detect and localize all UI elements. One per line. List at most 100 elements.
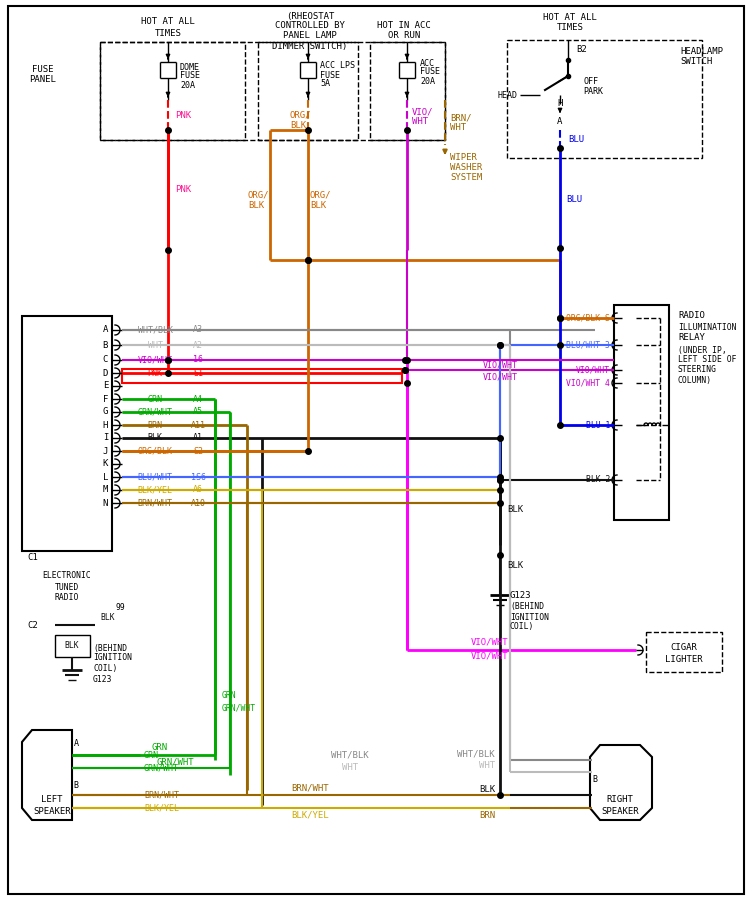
Bar: [614, 305, 669, 520]
Text: GRN/WHT: GRN/WHT: [144, 763, 179, 772]
Text: LEFT: LEFT: [41, 796, 62, 805]
Text: BLK/YEL: BLK/YEL: [291, 811, 329, 820]
Text: GRN: GRN: [144, 751, 159, 760]
Text: 20A: 20A: [180, 80, 195, 89]
Text: 99: 99: [115, 604, 125, 613]
Text: VIO/WHT: VIO/WHT: [138, 356, 172, 364]
Text: G123: G123: [93, 676, 113, 685]
Text: G: G: [102, 408, 108, 417]
Bar: [646, 632, 722, 672]
Text: A2: A2: [193, 340, 203, 349]
Text: HOT IN ACC: HOT IN ACC: [377, 22, 431, 31]
Text: IGNITION: IGNITION: [510, 613, 549, 622]
Text: B: B: [102, 340, 108, 349]
Text: G123: G123: [510, 590, 532, 599]
Text: 20A: 20A: [420, 76, 435, 86]
Text: BLU/WHT: BLU/WHT: [138, 472, 172, 482]
Text: BLU/WHT 3: BLU/WHT 3: [566, 340, 610, 349]
Text: FUSE: FUSE: [32, 66, 53, 75]
Text: ORG/BLK S: ORG/BLK S: [566, 313, 610, 322]
Text: A5: A5: [193, 408, 203, 417]
Text: 16: 16: [193, 356, 203, 364]
Text: VIO/: VIO/: [412, 107, 433, 116]
Text: COIL): COIL): [93, 663, 117, 672]
Text: VIO/WHT: VIO/WHT: [483, 373, 517, 382]
Text: PARK: PARK: [583, 86, 603, 95]
Text: GRN/WHT: GRN/WHT: [222, 704, 256, 713]
Text: DIMMER SWITCH): DIMMER SWITCH): [272, 41, 347, 50]
Text: VIO/WHT: VIO/WHT: [576, 365, 610, 374]
Text: D: D: [102, 368, 108, 377]
Text: ORG/: ORG/: [290, 111, 311, 120]
Text: H: H: [557, 100, 562, 109]
Text: OFF: OFF: [583, 77, 598, 86]
Text: N: N: [102, 499, 108, 508]
Text: ORG/BLK: ORG/BLK: [138, 446, 172, 455]
Text: BRN: BRN: [479, 811, 495, 820]
Text: BLU: BLU: [568, 136, 584, 145]
Text: SPEAKER: SPEAKER: [33, 807, 71, 816]
Text: S2: S2: [193, 446, 203, 455]
Text: (BEHIND: (BEHIND: [510, 602, 544, 611]
Text: ILLUMINATION: ILLUMINATION: [678, 323, 736, 332]
Text: HOT AT ALL: HOT AT ALL: [543, 14, 597, 22]
Text: BLK: BLK: [248, 201, 264, 210]
Bar: [370, 42, 445, 140]
Text: M: M: [102, 485, 108, 494]
Text: BLK: BLK: [479, 785, 495, 794]
Text: FUSE: FUSE: [420, 68, 440, 76]
Text: WHT: WHT: [450, 123, 466, 132]
Text: BLK: BLK: [310, 201, 326, 210]
Text: VIO/WHT 4: VIO/WHT 4: [566, 379, 610, 388]
Text: BLK: BLK: [65, 642, 79, 651]
Text: A4: A4: [193, 394, 203, 403]
Text: LIGHTER: LIGHTER: [666, 654, 703, 663]
Text: (UNDER IP,: (UNDER IP,: [678, 346, 726, 355]
Text: BLK: BLK: [147, 434, 162, 443]
Text: ELECTRONIC: ELECTRONIC: [43, 572, 92, 580]
Bar: [22, 316, 112, 551]
Text: WHT/BLK: WHT/BLK: [457, 750, 495, 759]
Text: GRN/WHT: GRN/WHT: [156, 758, 194, 767]
Text: TIMES: TIMES: [556, 23, 584, 32]
Text: B2: B2: [576, 46, 587, 55]
Text: SWITCH: SWITCH: [680, 58, 712, 67]
Text: (RHEOSTAT: (RHEOSTAT: [286, 12, 334, 21]
Text: WIPER: WIPER: [450, 154, 477, 163]
Text: BLK 2: BLK 2: [586, 475, 610, 484]
Text: E: E: [102, 382, 108, 391]
Text: PNK: PNK: [147, 368, 162, 377]
Text: STEERING: STEERING: [678, 365, 717, 374]
Text: RADIO: RADIO: [55, 592, 79, 601]
Text: A: A: [557, 118, 562, 127]
Text: BLK: BLK: [507, 561, 523, 570]
Text: BLK: BLK: [290, 121, 306, 130]
Text: PNK: PNK: [175, 112, 191, 121]
Text: PANEL LAMP: PANEL LAMP: [283, 32, 337, 40]
Bar: [258, 42, 358, 140]
Text: FUSE: FUSE: [180, 71, 200, 80]
Text: A3: A3: [193, 326, 203, 335]
Text: SYSTEM: SYSTEM: [450, 174, 482, 183]
Text: TIMES: TIMES: [155, 29, 181, 38]
Text: WHT: WHT: [147, 340, 162, 349]
Bar: [55, 635, 90, 657]
Text: BRN: BRN: [147, 420, 162, 429]
Text: BLU 1: BLU 1: [586, 420, 610, 429]
Text: PANEL: PANEL: [29, 76, 56, 85]
Text: OR RUN: OR RUN: [388, 32, 420, 40]
Bar: [100, 42, 445, 140]
Bar: [507, 40, 702, 158]
Text: A11: A11: [190, 420, 205, 429]
Text: COLUMN): COLUMN): [678, 375, 712, 384]
Text: 5A: 5A: [320, 79, 330, 88]
Text: RADIO: RADIO: [678, 311, 705, 320]
Text: A: A: [74, 739, 78, 748]
Text: GRN/WHT: GRN/WHT: [138, 408, 172, 417]
Text: C2: C2: [27, 620, 38, 629]
Text: BLK/YEL: BLK/YEL: [138, 485, 172, 494]
Text: A10: A10: [190, 499, 205, 508]
Text: A6: A6: [193, 485, 203, 494]
Text: WHT/BLK: WHT/BLK: [138, 326, 172, 335]
Text: WASHER: WASHER: [450, 164, 482, 173]
